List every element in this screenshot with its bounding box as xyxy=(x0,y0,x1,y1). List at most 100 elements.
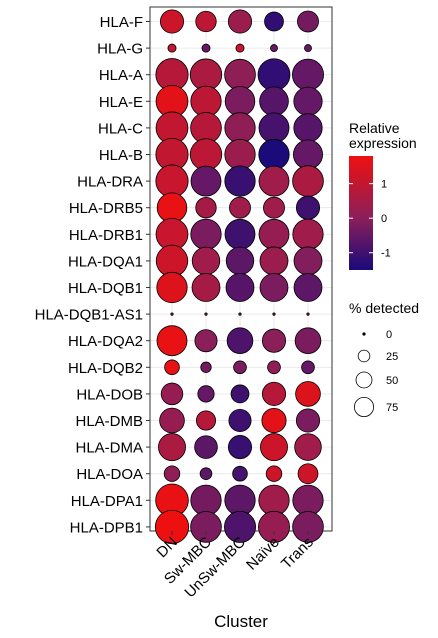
dot-hla-dqa2-trans xyxy=(294,327,322,354)
dot-hla-doa-naïve xyxy=(265,465,283,482)
y-tick-label: HLA-DQB2 xyxy=(68,360,143,377)
dot-hla-dob-dn xyxy=(160,382,184,406)
dot-hla-dpb1-dn xyxy=(154,509,190,544)
size-legend-key xyxy=(355,371,373,389)
dot-hla-drb5-sw-mbc xyxy=(195,197,217,219)
data-dots xyxy=(154,9,324,544)
dot-hla-doa-sw-mbc xyxy=(199,467,213,480)
dot-hla-dpb1-trans xyxy=(292,511,324,543)
y-tick-label: HLA-DQA1 xyxy=(68,253,143,270)
dot-hla-dqb1-as1-naïve xyxy=(272,312,276,316)
dot-hla-f-dn xyxy=(159,9,185,34)
y-tick-label: HLA-DRB5 xyxy=(69,200,143,217)
dot-hla-dma-dn xyxy=(158,433,186,462)
dot-hla-dqb1-as1-unsw-mbc xyxy=(238,312,242,316)
dot-hla-dqb1-as1-dn xyxy=(170,312,174,316)
size-legend-label: 75 xyxy=(386,402,398,414)
color-legend-title: Relative xyxy=(349,120,400,136)
dot-hla-b-sw-mbc xyxy=(189,138,223,171)
dot-hla-drb1-naïve xyxy=(258,218,290,250)
x-axis-title: Cluster xyxy=(214,612,268,631)
dot-hla-drb1-trans xyxy=(292,218,324,250)
dot-hla-dmb-dn xyxy=(159,407,185,434)
dot-hla-dmb-sw-mbc xyxy=(195,410,217,431)
size-legend-label: 25 xyxy=(386,351,398,363)
dot-hla-dqb1-as1-sw-mbc xyxy=(204,312,208,316)
dot-hla-f-naïve xyxy=(264,11,284,32)
dot-hla-dpb1-sw-mbc xyxy=(190,511,222,543)
color-legend-bar xyxy=(349,156,373,270)
dot-hla-dob-naïve xyxy=(261,381,287,406)
dot-hla-e-naïve xyxy=(259,86,289,117)
size-legend-key xyxy=(362,332,366,336)
dot-hla-drb5-unsw-mbc xyxy=(229,196,251,219)
dot-hla-dqa2-dn xyxy=(156,325,188,357)
color-legend-tick-label: 0 xyxy=(381,213,387,225)
dot-hla-dmb-naïve xyxy=(261,407,287,434)
y-tick-label: HLA-C xyxy=(98,120,143,137)
dot-hla-dra-trans xyxy=(292,165,324,197)
dot-hla-dma-naïve xyxy=(260,433,288,462)
y-tick-label: HLA-F xyxy=(100,14,143,31)
dot-hla-dqb2-unsw-mbc xyxy=(233,360,247,375)
y-tick-label: HLA-DQB1 xyxy=(68,280,143,297)
size-legend-label: 0 xyxy=(386,329,392,341)
dot-hla-b-trans xyxy=(292,139,323,170)
dot-hla-dqa1-unsw-mbc xyxy=(225,246,255,276)
dot-hla-a-trans xyxy=(292,58,324,91)
dot-hla-g-naïve xyxy=(270,44,278,53)
y-tick-label: HLA-DRA xyxy=(77,174,143,191)
dot-hla-dra-dn xyxy=(155,164,189,198)
dot-hla-dra-unsw-mbc xyxy=(224,165,256,197)
size-legend-key xyxy=(357,349,371,363)
dot-hla-drb1-sw-mbc xyxy=(190,218,222,250)
dot-hla-doa-trans xyxy=(297,463,319,485)
dot-hla-c-unsw-mbc xyxy=(224,112,256,144)
dot-hla-e-unsw-mbc xyxy=(224,86,256,117)
dot-hla-dqa2-sw-mbc xyxy=(194,329,218,353)
dot-hla-g-trans xyxy=(304,44,312,53)
dot-hla-dqb2-trans xyxy=(301,360,315,375)
dot-hla-dqa1-sw-mbc xyxy=(191,246,221,276)
color-legend-tick-label: -1 xyxy=(381,248,391,260)
dot-hla-dqa1-trans xyxy=(293,246,323,276)
color-legend-title: expression xyxy=(349,135,417,151)
y-tick-label: HLA-DOB xyxy=(76,386,143,403)
dot-hla-dma-sw-mbc xyxy=(194,435,218,459)
y-tick-label: HLA-DOA xyxy=(76,466,143,483)
dot-hla-dpb1-naïve xyxy=(258,510,290,543)
dot-hla-dpa1-trans xyxy=(292,484,324,516)
dot-hla-doa-dn xyxy=(163,465,181,482)
y-tick-label: HLA-DPB1 xyxy=(70,519,143,536)
dot-hla-dqb1-dn xyxy=(156,271,188,304)
dot-hla-dma-unsw-mbc xyxy=(227,435,253,460)
dot-hla-b-naïve xyxy=(258,138,290,171)
dot-hla-f-trans xyxy=(297,10,319,33)
dot-hla-g-sw-mbc xyxy=(201,43,211,53)
dot-hla-dob-sw-mbc xyxy=(197,385,215,403)
dot-hla-dob-trans xyxy=(295,381,321,407)
dot-hla-dpa1-sw-mbc xyxy=(190,484,222,516)
dot-hla-doa-unsw-mbc xyxy=(232,465,248,482)
dot-hla-dqa2-naïve xyxy=(261,328,287,353)
size-legend-title: % detected xyxy=(349,300,419,316)
dot-hla-dra-sw-mbc xyxy=(190,165,222,197)
dot-hla-dpb1-unsw-mbc xyxy=(224,510,256,543)
dot-hla-g-dn xyxy=(167,43,177,53)
dot-hla-dra-naïve xyxy=(258,165,290,197)
y-tick-label: HLA-DMA xyxy=(75,440,143,457)
dot-hla-dob-unsw-mbc xyxy=(230,384,250,404)
dot-hla-f-sw-mbc xyxy=(195,10,217,33)
y-tick-label: HLA-A xyxy=(99,67,143,84)
y-tick-label: HLA-DQB1-AS1 xyxy=(35,307,143,324)
dot-hla-drb5-trans xyxy=(295,195,321,220)
y-axis-tick-labels: HLA-F HLA-G HLA-A HLA-E HLA-C HLA-B HLA-DRA HLA… xyxy=(35,14,150,536)
size-legend: % detected 0 25 50 75 xyxy=(349,300,419,417)
dot-hla-c-naïve xyxy=(258,112,290,144)
dot-hla-dmb-unsw-mbc xyxy=(228,408,252,432)
y-tick-label: HLA-G xyxy=(97,41,143,58)
dot-hla-b-unsw-mbc xyxy=(224,138,256,171)
color-legend-tick-label: 1 xyxy=(381,179,387,191)
